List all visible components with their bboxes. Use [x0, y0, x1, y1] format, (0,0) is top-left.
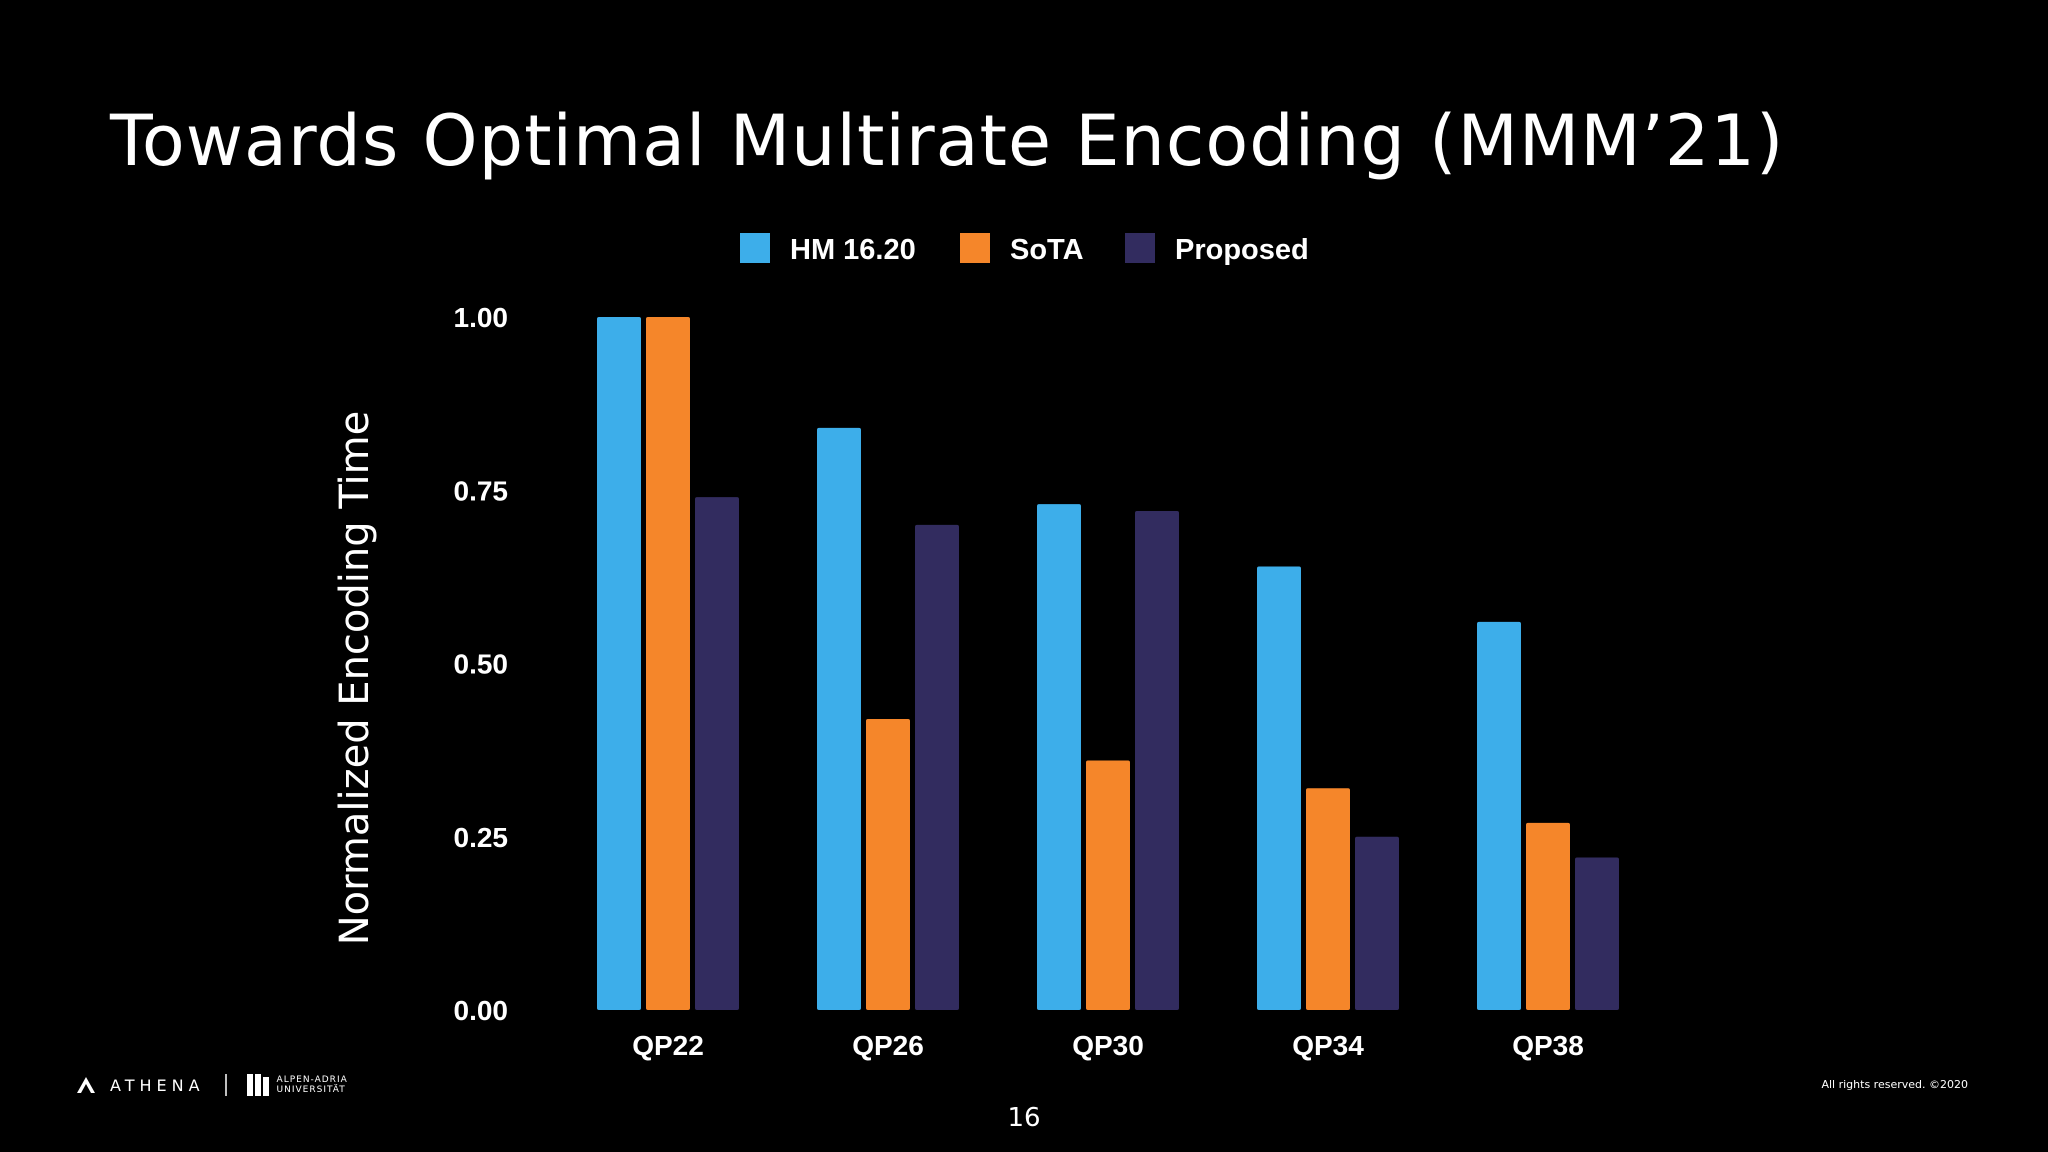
footer-logos: ATHENA ALPEN-ADRIA UNIVERSITÄT — [76, 1070, 348, 1100]
bar-hm-16-20-qp30 — [1037, 504, 1081, 1010]
bar-hm-16-20-qp26 — [817, 427, 861, 1010]
y-tick-label: 0.75 — [454, 475, 509, 506]
bar-hm-16-20-qp22 — [597, 317, 641, 1010]
athena-logo-text: ATHENA — [110, 1075, 205, 1095]
legend-label: HM 16.20 — [790, 234, 916, 266]
y-axis-label: Normalized Encoding Time — [332, 411, 378, 946]
bar-hm-16-20-qp38 — [1477, 621, 1521, 1010]
legend-swatch — [740, 233, 770, 263]
x-tick-label: QP30 — [1072, 1030, 1144, 1061]
x-axis: QP22 QP26 QP30 QP34 QP38 — [632, 1030, 1584, 1061]
legend-label: SoTA — [1010, 234, 1084, 266]
university-logo-text: ALPEN-ADRIA UNIVERSITÄT — [277, 1075, 348, 1095]
university-logo-line2: UNIVERSITÄT — [276, 1085, 346, 1095]
bar-sota-qp26 — [866, 718, 910, 1010]
university-logo-icon — [246, 1074, 269, 1096]
x-tick-label: QP34 — [1292, 1030, 1364, 1061]
y-tick-label: 0.25 — [454, 822, 509, 853]
legend-swatch — [1125, 233, 1155, 263]
bar-proposed-qp38 — [1575, 857, 1619, 1010]
bar-proposed-qp22 — [695, 497, 739, 1010]
bar-sota-qp30 — [1086, 760, 1130, 1010]
bar-proposed-qp30 — [1135, 511, 1179, 1010]
page-number: 16 — [1007, 1103, 1041, 1133]
x-tick-label: QP26 — [852, 1030, 924, 1061]
copyright-notice: All rights reserved. ©2020 — [1821, 1078, 1968, 1091]
legend-swatch — [960, 233, 990, 263]
x-tick-label: QP22 — [632, 1030, 704, 1061]
y-tick-label: 0.50 — [454, 649, 509, 680]
bar-sota-qp34 — [1306, 788, 1350, 1010]
bar-proposed-qp34 — [1355, 836, 1399, 1010]
y-tick-label: 1.00 — [454, 302, 509, 333]
chart-legend: HM 16.20 SoTA Proposed — [740, 233, 1309, 266]
bar-proposed-qp26 — [915, 524, 959, 1010]
bars — [597, 317, 1619, 1010]
legend-label: Proposed — [1175, 234, 1309, 266]
y-tick-label: 0.00 — [454, 995, 509, 1026]
bar-hm-16-20-qp34 — [1257, 566, 1301, 1010]
logo-divider — [224, 1074, 227, 1096]
bar-sota-qp22 — [646, 317, 690, 1010]
bar-sota-qp38 — [1526, 822, 1570, 1010]
y-axis: 0.00 0.25 0.50 0.75 1.00 — [454, 302, 509, 1026]
university-logo-line1: ALPEN-ADRIA — [276, 1075, 348, 1085]
slide-title: Towards Optimal Multirate Encoding (MMM’… — [110, 100, 1785, 182]
x-tick-label: QP38 — [1512, 1030, 1584, 1061]
athena-logo-icon — [77, 1077, 95, 1093]
